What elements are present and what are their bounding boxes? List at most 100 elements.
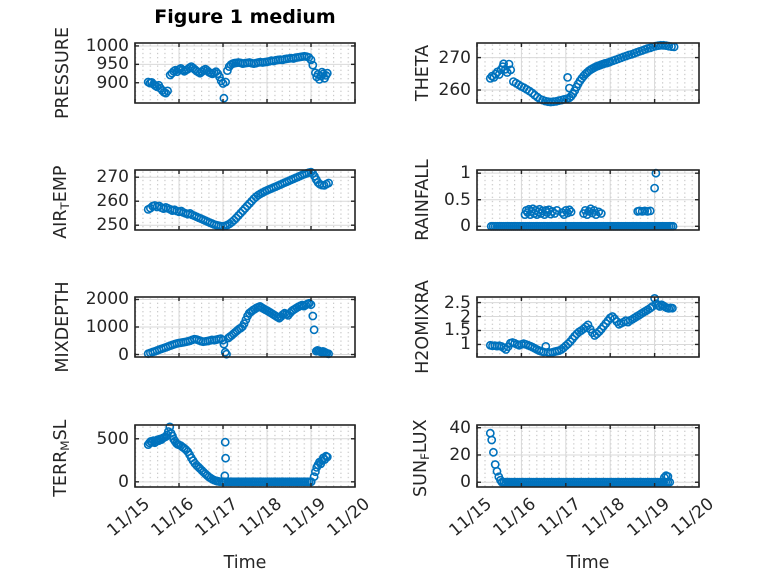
data-point xyxy=(656,40,666,50)
y-axis-label-subscript: T xyxy=(58,202,73,210)
data-point xyxy=(324,178,333,188)
data-point xyxy=(650,294,659,303)
data-point xyxy=(229,215,239,225)
data-point xyxy=(308,60,318,70)
y-axis-label-text: SUN xyxy=(410,459,431,497)
data-point xyxy=(485,74,495,83)
data-point xyxy=(494,70,504,79)
scatter-series-terr-msl xyxy=(143,422,332,487)
data-point xyxy=(306,55,316,65)
data-point xyxy=(566,207,576,217)
scatter-series-sun-flux xyxy=(485,428,675,487)
y-tick-label: 2000 xyxy=(85,289,129,310)
data-point xyxy=(591,210,601,219)
data-point xyxy=(667,303,677,313)
data-point xyxy=(231,213,241,223)
scatter-series-h2omixra xyxy=(485,294,677,358)
data-point xyxy=(322,68,332,78)
y-axis-label-sun-flux: SUNFLUX xyxy=(408,358,438,558)
scatter-series-theta xyxy=(485,40,679,107)
y-tick-label: 40 xyxy=(449,417,471,438)
data-point xyxy=(592,329,602,339)
y-axis-label-text: TERR xyxy=(50,450,71,497)
data-point xyxy=(309,325,319,335)
data-point xyxy=(645,303,655,313)
data-point xyxy=(219,93,229,103)
data-point xyxy=(487,435,497,445)
y-axis-label-text: THETA xyxy=(413,44,433,102)
data-point xyxy=(499,59,508,69)
y-axis-label-terr-msl: TERRMSL xyxy=(48,358,78,558)
data-point xyxy=(240,204,250,213)
y-tick-label: 0.5 xyxy=(443,189,471,210)
data-point xyxy=(548,207,557,216)
data-point xyxy=(583,320,593,330)
y-axis-label-text: SL xyxy=(50,419,71,441)
plot-area-h2omixra xyxy=(476,294,700,358)
data-point xyxy=(563,339,573,349)
figure-title: Figure 1 medium xyxy=(154,6,336,28)
tick-marks xyxy=(476,43,700,103)
data-point xyxy=(234,211,243,220)
data-point xyxy=(594,327,604,336)
data-point xyxy=(220,437,230,447)
data-point xyxy=(245,199,254,208)
data-point xyxy=(506,65,516,75)
data-point xyxy=(308,311,318,321)
y-tick-label: 0 xyxy=(118,471,129,492)
data-point xyxy=(236,208,245,218)
y-tick-label: 1 xyxy=(460,334,471,355)
tick-marks xyxy=(134,425,356,487)
data-point xyxy=(163,86,172,96)
y-tick-label: 260 xyxy=(438,80,471,101)
tick-marks xyxy=(134,297,356,357)
data-point xyxy=(221,77,230,87)
y-axis-label-text: EMP xyxy=(50,165,71,203)
y-tick-label: 1 xyxy=(460,163,471,184)
y-tick-label: 1.5 xyxy=(443,320,471,341)
tick-marks xyxy=(476,170,700,230)
tick-marks xyxy=(134,170,356,230)
plot-area-rainfall xyxy=(476,168,700,231)
y-tick-label: 20 xyxy=(449,444,471,465)
data-point xyxy=(161,88,171,98)
y-tick-label: 0 xyxy=(460,472,471,493)
plot-area-terr-msl xyxy=(134,422,356,488)
data-point xyxy=(304,52,314,62)
y-tick-label: 2.5 xyxy=(443,292,471,313)
data-point xyxy=(645,206,655,216)
data-point xyxy=(491,69,500,79)
data-point xyxy=(219,339,229,349)
tick-marks xyxy=(134,43,356,103)
data-point xyxy=(488,447,498,457)
data-point xyxy=(589,206,599,215)
y-tick-label: 1000 xyxy=(85,35,129,56)
y-tick-label: 260 xyxy=(96,191,129,212)
data-point xyxy=(581,322,591,332)
y-axis-label-subscript: F xyxy=(418,453,433,460)
data-point xyxy=(492,466,502,476)
data-point xyxy=(563,73,572,82)
tick-marks xyxy=(476,425,700,487)
y-tick-label: 500 xyxy=(96,428,129,449)
data-point xyxy=(238,206,248,216)
data-point xyxy=(304,298,314,308)
y-axis-label-text: LUX xyxy=(410,419,431,454)
data-point xyxy=(322,452,332,462)
y-tick-label: 1000 xyxy=(85,317,129,337)
plot-area-pressure xyxy=(134,42,356,104)
data-point xyxy=(552,206,562,215)
y-tick-label: 0 xyxy=(118,344,129,365)
scatter-series-mixdepth xyxy=(143,298,333,359)
data-point xyxy=(221,453,230,463)
data-point xyxy=(218,335,228,345)
scatter-series-pressure xyxy=(143,51,332,103)
tick-marks xyxy=(476,297,700,357)
plot-area-mixdepth xyxy=(134,296,356,359)
data-point xyxy=(665,477,675,487)
plot-area-theta xyxy=(476,40,700,107)
y-tick-label: 0 xyxy=(460,216,471,237)
data-point xyxy=(504,59,514,69)
x-axis-title: Time xyxy=(223,553,267,573)
